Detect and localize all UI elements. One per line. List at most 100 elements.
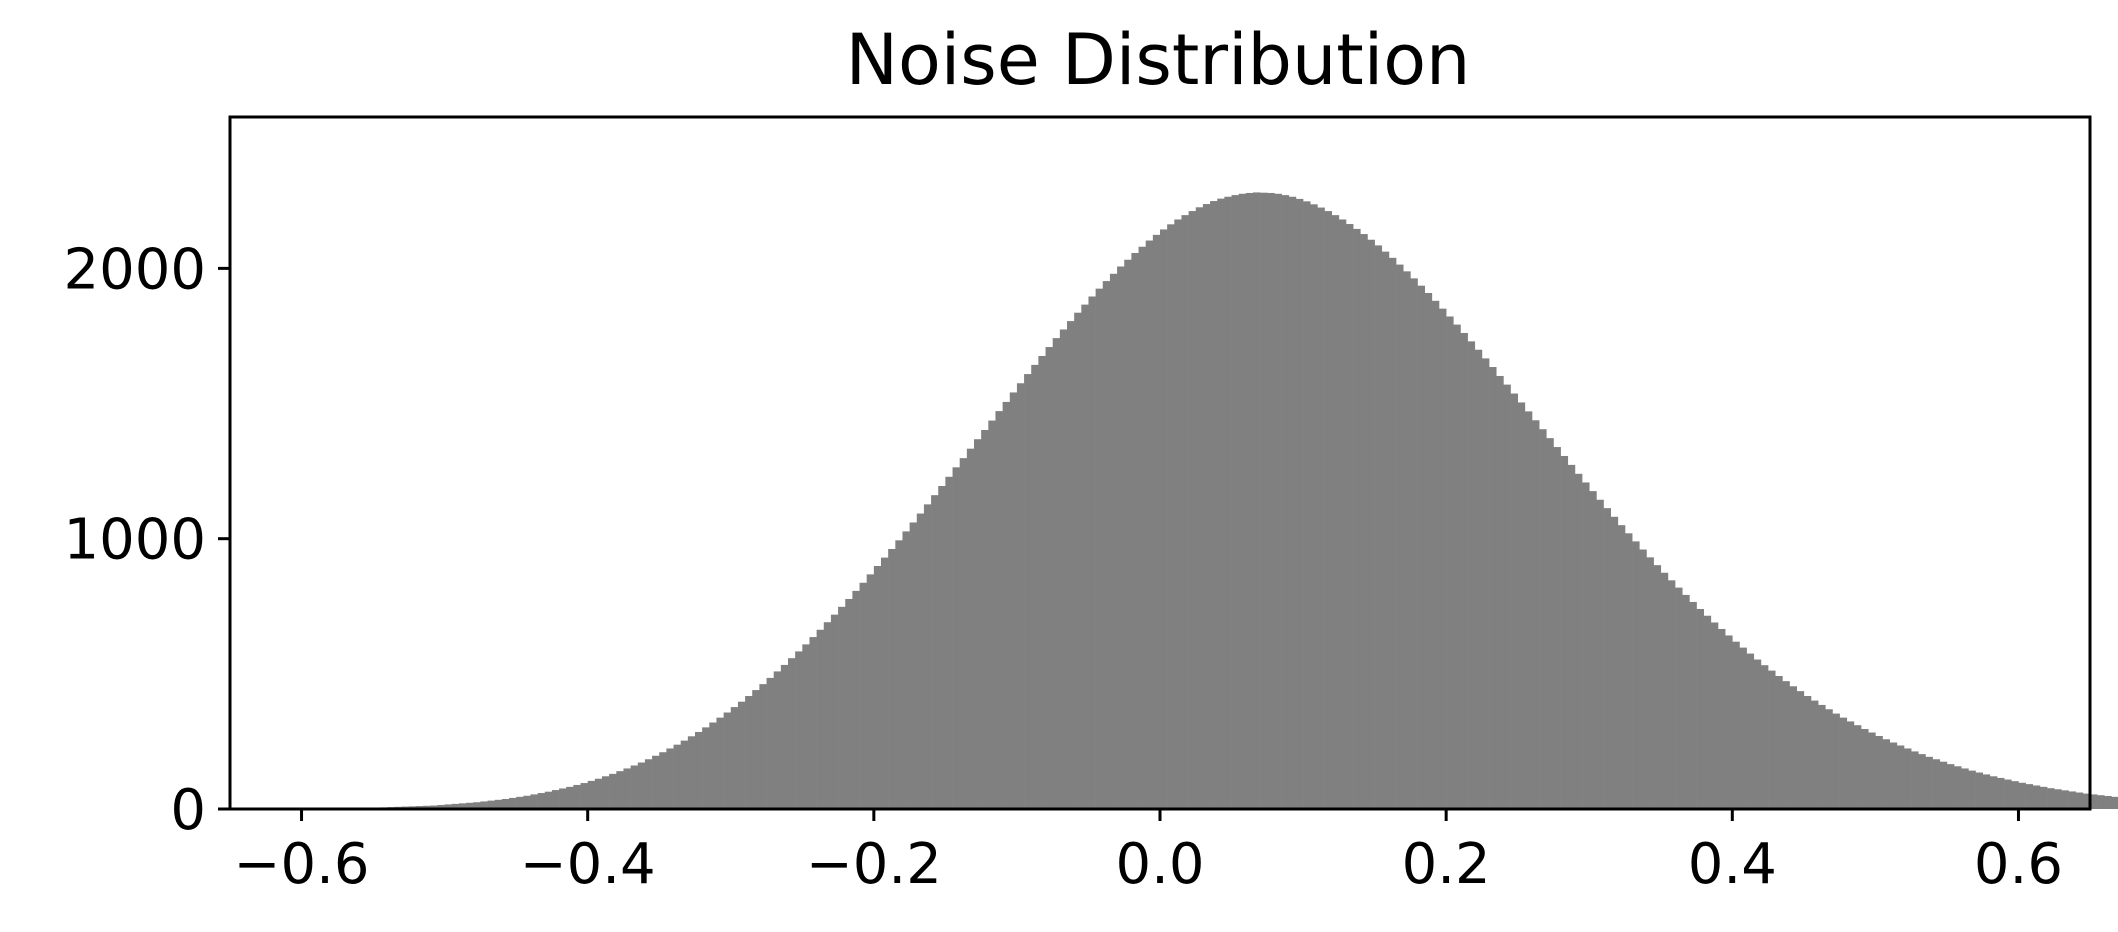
histogram-bar [1274,193,1282,809]
histogram-bar [1381,251,1390,809]
histogram-bar [1102,281,1111,810]
histogram-bar [945,476,953,809]
histogram-bar [580,783,588,809]
histogram-bar [1639,549,1647,809]
x-tick-label: 0.0 [1115,832,1204,897]
histogram-bar [1317,207,1325,810]
histogram-bar [537,793,546,809]
histogram-bar [2011,781,2019,809]
histogram-bar [1496,375,1504,809]
histogram-bar [1768,670,1776,809]
histogram-bar [2104,796,2112,809]
histogram-bar [1481,358,1490,809]
histogram-bar [1853,725,1862,809]
histogram-bar [780,664,789,809]
histogram-bar [909,522,918,809]
histogram-bar [2025,784,2034,809]
histogram-bar [773,671,782,809]
histogram-bar [716,717,724,809]
histogram-bar [1560,455,1569,809]
histogram-bar [1832,713,1840,809]
histogram-bar [1074,312,1082,809]
x-axis: −0.6 −0.4 −0.2 0.0 0.2 0.4 0.6 [234,809,2063,897]
histogram-bar [802,644,810,809]
x-tick-label: 0.2 [1402,832,1491,897]
histogram-bar [630,765,639,809]
x-tick-label: 0.4 [1688,832,1777,897]
histogram-bar [1439,308,1447,809]
y-axis: 0 1000 2000 [63,237,230,843]
histogram-bar [974,439,982,809]
histogram-bar [1138,246,1146,809]
histogram-bar [1038,355,1046,809]
histogram-bar [695,731,703,809]
histogram-bar [788,658,796,809]
histogram-bar [1696,608,1704,809]
histogram-bar [1310,204,1318,809]
histogram-bar [873,565,882,809]
histogram-bar [1295,198,1304,809]
histogram-bar [959,458,968,809]
histogram-bar [2039,786,2048,809]
histogram-bar [680,740,689,809]
histogram-bar [2004,779,2012,809]
histogram-bar [859,582,867,809]
histogram-bar [587,780,596,809]
histogram-bar [2097,795,2105,809]
histogram-bar [458,803,467,809]
histogram-bar [444,804,453,809]
histogram-bar [1982,774,1991,809]
histogram-bar [737,701,746,809]
histogram-bar [1396,264,1404,810]
histogram-bar [795,651,803,809]
histogram-bar [1839,717,1848,809]
histogram-bar [666,748,674,809]
histogram-bar [1002,401,1011,809]
histogram-bar [1911,751,1919,809]
histogram-bar [1896,745,1905,809]
histogram-bar [451,803,460,809]
y-tick-label: 2000 [63,237,206,302]
histogram-bar [1946,764,1955,809]
histogram-bar [1059,329,1068,809]
histogram-bar [551,790,560,809]
histogram-bar [1281,195,1290,809]
histogram-bar [1338,219,1347,809]
histogram-bar [1875,736,1883,809]
histogram-bar [2111,796,2118,809]
y-tick-label: 0 [170,778,206,843]
histogram-bar [1324,211,1332,809]
histogram-bar [931,495,939,809]
histogram-bar [1718,628,1726,809]
histogram-bar [830,614,839,809]
histogram-bar [881,557,889,809]
histogram-bar [1410,278,1418,809]
x-tick-label: −0.4 [520,832,656,897]
histogram-bar [1124,259,1132,810]
histogram-bar [1625,533,1633,809]
histogram-bar [1181,215,1189,809]
histogram-bar [866,574,875,809]
histogram-bar [1582,482,1590,809]
histogram-bar [745,696,753,809]
histogram-bar [1367,239,1375,810]
histogram-bar [544,791,553,809]
histogram-bar [1646,557,1654,809]
histogram-bar [1653,565,1662,809]
histogram-bar [594,778,603,809]
histogram-bar [1660,572,1669,809]
chart-title: Noise Distribution [846,19,1471,101]
histogram-bar [1224,196,1232,810]
histogram-bar [487,800,495,809]
histogram-bar [1267,192,1275,809]
histogram-bar [1360,234,1368,810]
histogram-bar [1710,622,1719,809]
histogram-bar [1567,464,1576,809]
histogram-bar [952,467,960,809]
histogram-bar [573,784,581,809]
histogram-bar [1331,215,1340,809]
histogram-bar [766,677,774,809]
histogram-bar [1617,525,1626,809]
histogram-bar [1374,245,1383,809]
